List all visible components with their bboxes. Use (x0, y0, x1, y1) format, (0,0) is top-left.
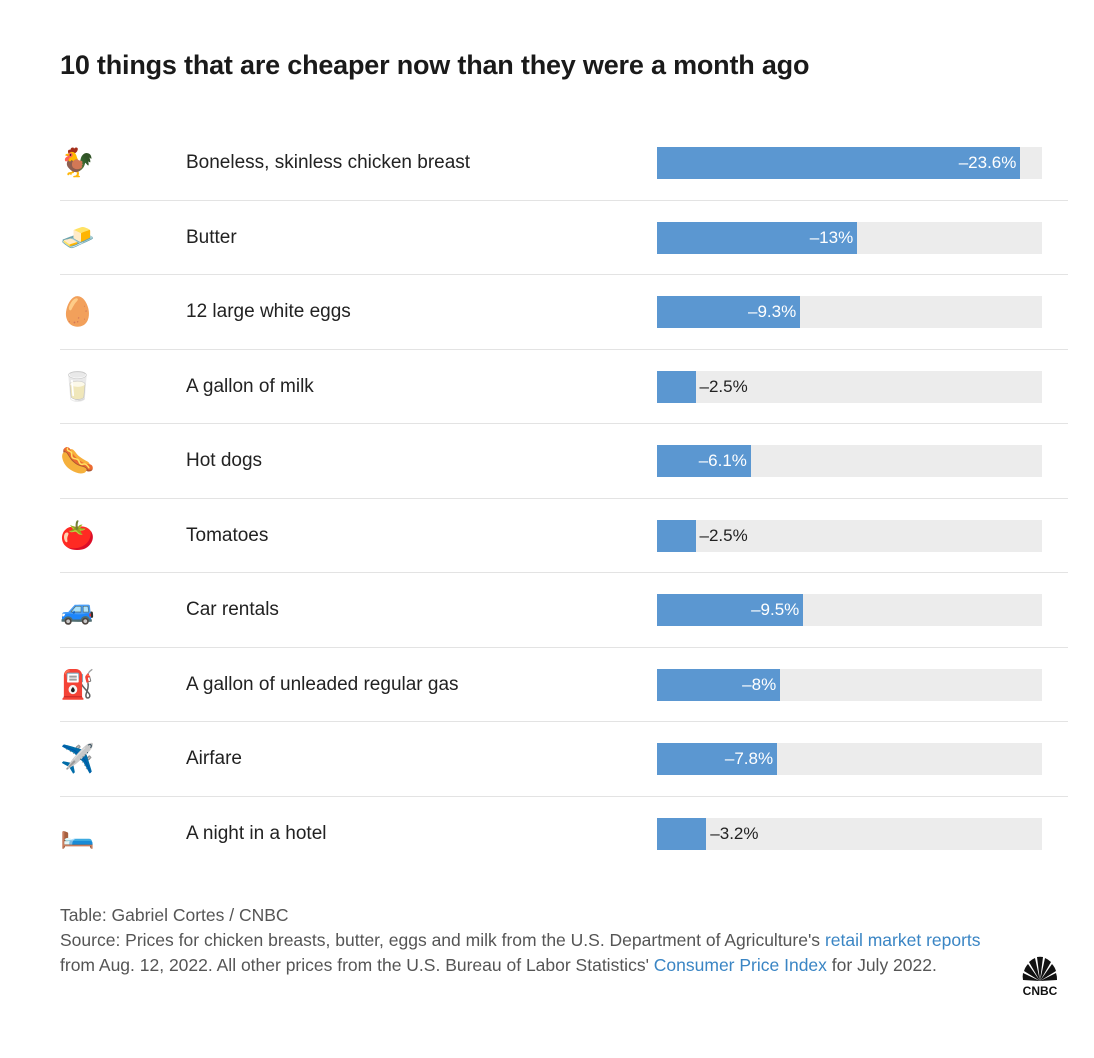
row-label: Hot dogs (186, 450, 263, 471)
bar (657, 221, 858, 254)
row-label: A gallon of milk (186, 375, 314, 397)
logo-wordmark: CNBC (1023, 984, 1058, 998)
row-label: Boneless, skinless chicken breast (186, 152, 471, 173)
fuel-pump-icon: ⛽ (60, 668, 95, 700)
value-label: –9.3% (747, 302, 797, 321)
table-row: 🧈 Butter –13% (60, 201, 1068, 275)
table-row: 🌭 Hot dogs –6.1% (60, 424, 1068, 499)
value-label: –23.6% (958, 153, 1017, 172)
bar-track: –6.1% (657, 445, 1042, 477)
row-label: Butter (186, 226, 237, 248)
bar (657, 147, 1021, 179)
bar (657, 743, 778, 775)
car-icon: 🚙 (60, 594, 95, 625)
chart-title: 10 things that are cheaper now than they… (60, 50, 810, 80)
egg-icon: 🥚 (60, 296, 95, 327)
hot-dog-icon: 🌭 (60, 445, 95, 476)
table-row: 🚙 Car rentals –9.5% (60, 573, 1068, 648)
bar-track: –3.2% (657, 817, 1042, 850)
value-label: –2.5% (699, 525, 748, 545)
value-label: –3.2% (710, 823, 759, 843)
source-prefix: Source: Prices for chicken breasts, butt… (60, 930, 825, 950)
bar (657, 519, 696, 552)
source-line: Source: Prices for chicken breasts, butt… (60, 928, 1010, 978)
row-label: A night in a hotel (186, 822, 327, 844)
bar-track: –23.6% (657, 147, 1042, 179)
milk-glass-icon: 🥛 (60, 370, 95, 402)
airplane-icon: ✈️ (60, 743, 95, 774)
bar (657, 594, 804, 626)
bar (657, 296, 801, 328)
row-label: 12 large white eggs (186, 301, 351, 322)
row-label: Airfare (186, 748, 242, 769)
bar-track: –13% (657, 221, 1042, 254)
table-row: 🥚 12 large white eggs –9.3% (60, 275, 1068, 350)
tomato-icon: 🍅 (60, 519, 95, 551)
bar-track: –2.5% (657, 519, 1042, 552)
value-label: –8% (742, 674, 777, 694)
bar (657, 445, 751, 477)
table-row: 🛏️ A night in a hotel –3.2% (60, 797, 1068, 872)
bar (657, 668, 781, 701)
retail-market-reports-link[interactable]: retail market reports (824, 930, 981, 950)
cnbc-logo: CNBC (1022, 956, 1058, 998)
bed-icon: 🛏️ (60, 817, 95, 849)
table-row: 🥛 A gallon of milk –2.5% (60, 350, 1068, 424)
bar (657, 817, 707, 850)
table-row: ✈️ Airfare –7.8% (60, 722, 1068, 797)
credit-line: Table: Gabriel Cortes / CNBC (60, 905, 289, 925)
row-label: A gallon of unleaded regular gas (186, 673, 459, 695)
value-label: –7.8% (724, 749, 774, 768)
butter-icon: 🧈 (60, 221, 95, 253)
bar-track: –7.8% (657, 743, 1042, 775)
source-suffix: for July 2022. (826, 955, 937, 975)
bar-track: –8% (657, 668, 1042, 701)
value-label: –2.5% (699, 376, 748, 396)
consumer-price-index-link[interactable]: Consumer Price Index (653, 955, 827, 975)
footer: Table: Gabriel Cortes / CNBC Source: Pri… (60, 903, 1010, 978)
peacock-icon (1022, 956, 1058, 981)
bar (657, 370, 696, 403)
row-label: Tomatoes (186, 524, 269, 546)
value-label: –13% (809, 227, 854, 247)
bar-track: –2.5% (657, 370, 1042, 403)
rooster-icon: 🐓 (60, 147, 95, 178)
table-row: 🐓 Boneless, skinless chicken breast –23.6% (60, 126, 1068, 201)
bar-table: 🐓 Boneless, skinless chicken breast –23.6%… (60, 126, 1068, 871)
bar-track: –9.3% (657, 296, 1042, 328)
table-row: ⛽ A gallon of unleaded regular gas –8% (60, 648, 1068, 722)
table-row: 🍅 Tomatoes –2.5% (60, 499, 1068, 573)
bar-track: –9.5% (657, 594, 1042, 626)
row-label: Car rentals (186, 599, 279, 620)
value-label: –6.1% (698, 451, 747, 470)
value-label: –9.5% (751, 600, 800, 619)
source-middle: from Aug. 12, 2022. All other prices fro… (60, 955, 654, 975)
